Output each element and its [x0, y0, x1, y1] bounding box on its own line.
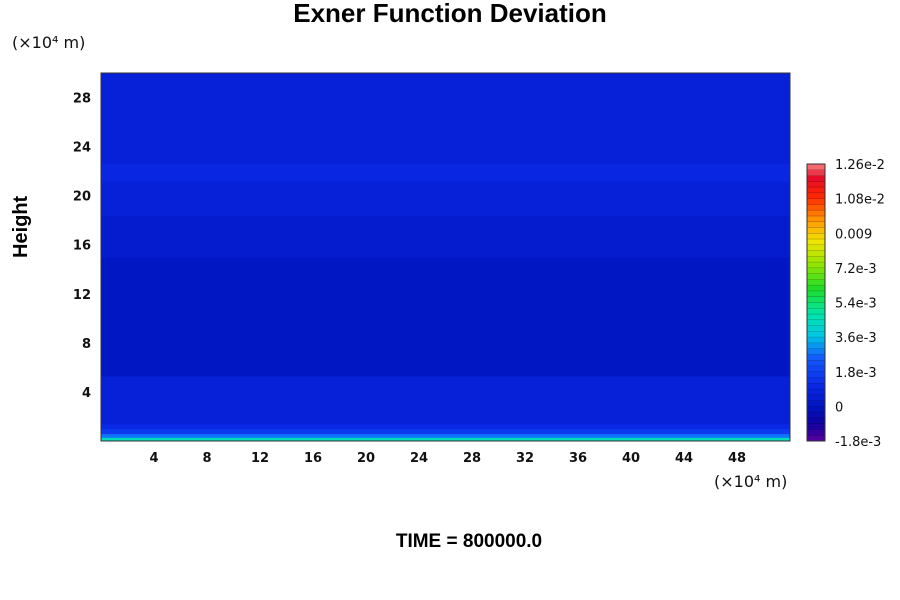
time-label: TIME = 800000.0	[395, 531, 543, 552]
y-tick-label: 4	[82, 386, 91, 401]
y-tick-label: 16	[73, 239, 91, 254]
colorbar-label: -1.8e-3	[835, 435, 881, 450]
colorbar-cell	[807, 239, 825, 246]
colorbar-cell	[807, 169, 825, 176]
colorbar-cell	[807, 389, 825, 396]
colorbar-cell	[807, 325, 825, 332]
colorbar-cell	[807, 354, 825, 361]
colorbar-cell	[807, 308, 825, 315]
x-axis-unit: (×10⁴ m)	[714, 472, 788, 491]
colorbar-label: 5.4e-3	[835, 297, 877, 312]
x-tick-label: 24	[410, 451, 428, 466]
colorbar-cell	[807, 227, 825, 234]
x-tick-label: 32	[516, 451, 534, 466]
colorbar-cell	[807, 342, 825, 350]
field-band-3	[101, 423, 790, 430]
colorbar-label: 7.2e-3	[835, 262, 877, 277]
colorbar-cell	[807, 319, 825, 326]
colorbar-label: 0.009	[835, 227, 872, 242]
colorbar-cell	[807, 360, 825, 367]
plot-border	[100, 72, 791, 442]
colorbar-cell	[807, 279, 825, 286]
x-tick-label: 40	[622, 451, 640, 466]
colorbar-cell	[807, 377, 825, 384]
colorbar-label: 0	[835, 400, 843, 415]
colorbar-cell	[807, 417, 825, 425]
colorbar-cell	[807, 187, 825, 194]
field-band-4	[101, 375, 790, 425]
field-band-5	[101, 257, 790, 377]
y-tick-label: 20	[73, 190, 91, 205]
colorbar-label: 1.08e-2	[835, 193, 885, 208]
field-band-2	[101, 428, 790, 435]
x-tick-label: 4	[149, 451, 158, 466]
colorbar-cell	[807, 221, 825, 228]
colorbar-cell	[807, 198, 825, 205]
colorbar-cell	[807, 181, 825, 188]
colorbar-cell	[807, 331, 825, 338]
colorbar-cell	[807, 429, 825, 436]
colorbar-cell	[807, 394, 825, 402]
y-tick-label: 12	[73, 288, 91, 303]
colorbar-cell	[807, 273, 825, 280]
colorbar-label: 1.8e-3	[835, 366, 877, 381]
x-tick-label: 16	[304, 451, 322, 466]
y-tick-label: 8	[82, 337, 91, 352]
colorbar-cell	[807, 371, 825, 378]
colorbar-cell	[807, 348, 825, 355]
colorbar-label: 1.26e-2	[835, 158, 885, 173]
x-tick-label: 12	[251, 451, 269, 466]
colorbar-cell	[807, 204, 825, 211]
field-band-0	[101, 437, 790, 442]
field-band-9	[101, 73, 790, 165]
colorbar-cell	[807, 175, 825, 182]
y-tick-label: 28	[73, 92, 91, 107]
colorbar-cell	[807, 337, 825, 344]
colorbar-cell	[807, 314, 825, 321]
colorbar-cell	[807, 233, 825, 240]
colorbar-cell	[807, 435, 825, 442]
x-tick-label: 20	[357, 451, 375, 466]
y-axis-unit: (×10⁴ m)	[12, 33, 86, 52]
colorbar-border	[806, 163, 826, 442]
colorbar-cell	[807, 365, 825, 373]
colorbar-cell	[807, 256, 825, 263]
colorbar-cell	[807, 290, 825, 298]
x-tick-label: 48	[728, 451, 746, 466]
x-tick-label: 44	[675, 451, 693, 466]
colorbar-cell	[807, 406, 825, 413]
field-band-8	[101, 163, 790, 182]
colorbar-cell	[807, 262, 825, 269]
y-tick-label: 24	[73, 141, 91, 156]
colorbar-cell	[807, 383, 825, 390]
colorbar-cell	[807, 285, 825, 292]
colorbar-cell	[807, 302, 825, 309]
x-tick-label: 28	[463, 451, 481, 466]
colorbar-cell	[807, 250, 825, 257]
colorbar-cell	[807, 423, 825, 430]
colorbar-cell	[807, 192, 825, 200]
colorbar-cell	[807, 215, 825, 223]
colorbar-cell	[807, 210, 825, 217]
x-tick-label: 8	[202, 451, 211, 466]
colorbar-label: 3.6e-3	[835, 331, 877, 346]
colorbar-cell	[807, 244, 825, 251]
colorbar-cell	[807, 400, 825, 407]
chart-title: Exner Function Deviation	[293, 0, 607, 28]
colorbar-cell	[807, 296, 825, 303]
colorbar-cell	[807, 267, 825, 275]
colorbar-cell	[807, 164, 825, 171]
field-band-1	[101, 433, 790, 438]
field-band-7	[101, 180, 790, 216]
x-tick-label: 36	[569, 451, 587, 466]
colorbar-cell	[807, 412, 825, 419]
field-band-6	[101, 215, 790, 258]
